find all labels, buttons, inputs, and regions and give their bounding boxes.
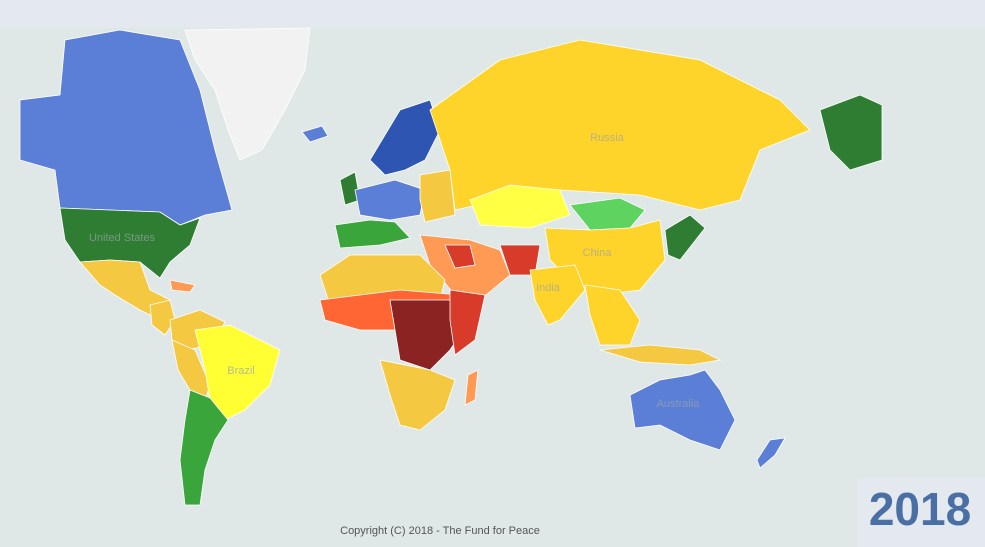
far-east: [819, 94, 883, 171]
southern-africa: [379, 359, 456, 431]
indonesia: [599, 344, 722, 366]
russia: [429, 39, 811, 211]
year: 2018: [869, 483, 971, 535]
country-label: China: [583, 247, 613, 259]
year-box: [857, 478, 985, 547]
central-america: [149, 299, 176, 336]
iberia-southern-europe: [334, 219, 411, 249]
country-label: Australia: [657, 398, 701, 410]
southeast-asia: [584, 284, 641, 346]
western-europe: [354, 179, 426, 221]
canada: [19, 29, 233, 226]
madagascar: [464, 369, 479, 406]
new-zealand: [756, 437, 786, 469]
eastern-europe: [419, 169, 456, 223]
iceland: [301, 125, 329, 143]
mongolia: [569, 197, 646, 231]
top-band: [0, 0, 985, 28]
country-label: Brazil: [227, 365, 255, 377]
india: [529, 264, 586, 326]
caribbean: [169, 279, 196, 293]
greenland: [184, 27, 311, 161]
australia: [629, 369, 736, 451]
horn-of-africa: [449, 289, 486, 356]
kazakhstan: [469, 184, 571, 229]
japan-korea: [664, 214, 706, 261]
united-states: [59, 207, 201, 279]
brazil: [194, 324, 281, 421]
country-label: Russia: [590, 132, 625, 144]
country-label: India: [536, 282, 561, 294]
argentina-chile: [179, 389, 229, 506]
scandinavia: [369, 99, 441, 176]
country-label: United States: [89, 232, 156, 244]
copyright: Copyright (C) 2018 - The Fund for Peace: [340, 525, 540, 537]
countries: [19, 27, 883, 506]
